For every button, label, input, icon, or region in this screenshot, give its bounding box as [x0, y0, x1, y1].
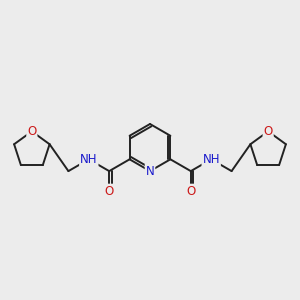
Text: NH: NH — [80, 153, 98, 166]
Text: O: O — [27, 125, 37, 138]
Text: NH: NH — [202, 153, 220, 166]
Text: N: N — [146, 165, 154, 178]
Text: O: O — [105, 184, 114, 198]
Text: O: O — [263, 125, 273, 138]
Text: O: O — [186, 184, 195, 198]
